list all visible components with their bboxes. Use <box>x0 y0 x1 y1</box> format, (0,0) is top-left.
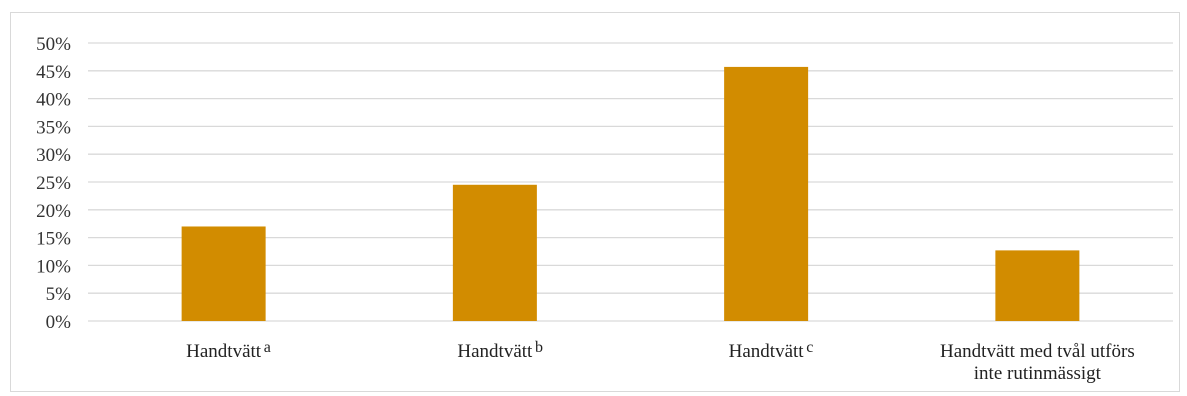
x-tick-label: Handtvätt med tvål utförs <box>940 341 1135 362</box>
y-tick-label: 0% <box>46 312 72 333</box>
x-tick-label: inte rutinmässigt <box>974 363 1102 384</box>
x-tick-superscript: c <box>806 339 813 356</box>
bar <box>724 66 809 322</box>
y-tick-label: 45% <box>36 62 71 83</box>
chart-frame <box>10 12 1180 392</box>
y-tick-label: 10% <box>36 256 71 277</box>
y-tick-label: 25% <box>36 173 71 194</box>
bar <box>181 226 266 321</box>
x-tick-label: Handtvätt <box>457 341 533 362</box>
x-tick-superscript: a <box>264 339 271 356</box>
x-tick-label: Handtvätt <box>729 341 805 362</box>
y-tick-label: 40% <box>36 90 71 111</box>
x-tick-label: Handtvätt <box>186 341 262 362</box>
bar <box>995 250 1080 321</box>
y-tick-label: 30% <box>36 145 71 166</box>
y-tick-label: 35% <box>36 117 71 138</box>
x-tick-superscript: b <box>535 339 543 356</box>
bar <box>452 184 537 321</box>
y-tick-label: 20% <box>36 201 71 222</box>
y-tick-label: 50% <box>36 34 71 55</box>
y-tick-label: 15% <box>36 229 71 250</box>
y-tick-label: 5% <box>46 284 72 305</box>
